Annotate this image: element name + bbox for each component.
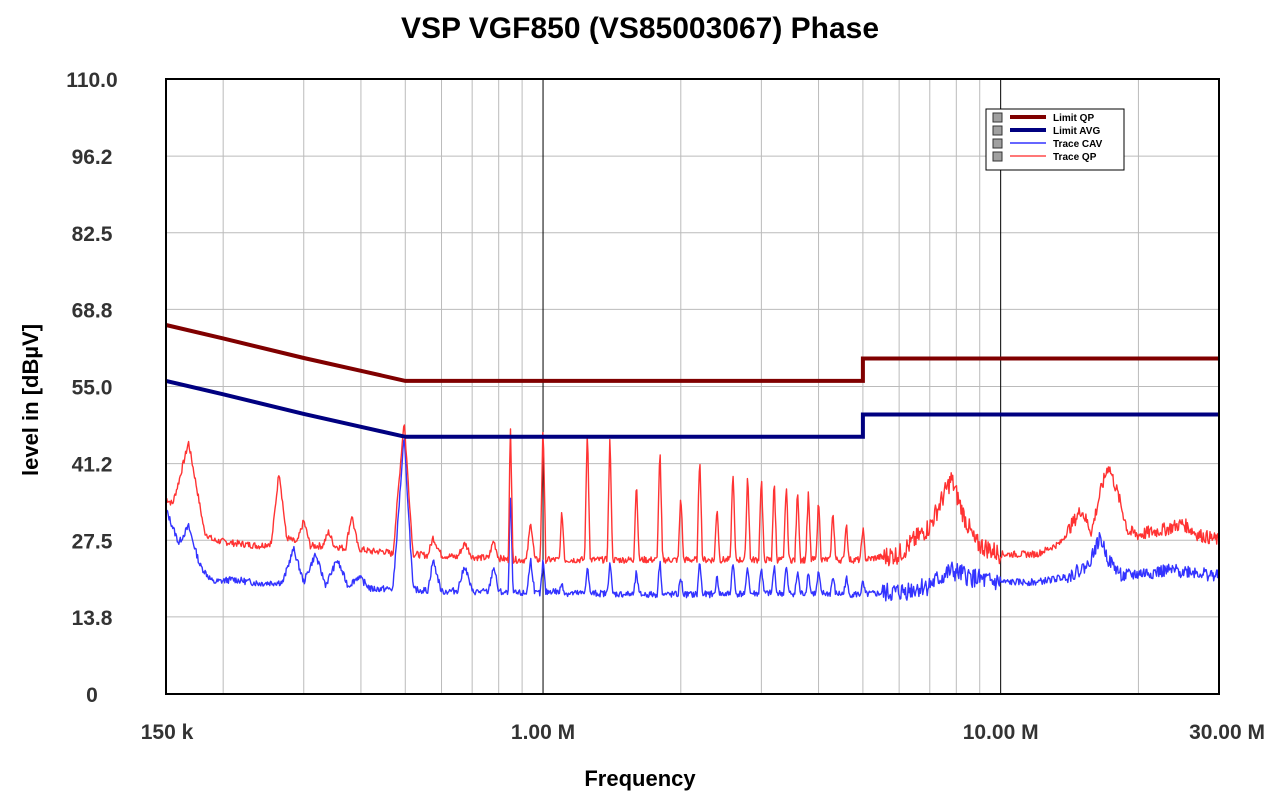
series-limit-avg — [165, 378, 1219, 439]
legend: Limit QP Limit AVG Trace CAV Trace QP — [985, 108, 1125, 171]
y-tick-label-1: 13.8 — [72, 607, 113, 630]
x-tick-labels: 150 k 1.00 M 10.00 M 30.00 M — [141, 721, 1265, 744]
legend-toggle-trace-qp[interactable] — [992, 151, 1003, 162]
x-tick-label-1: 1.00 M — [511, 721, 575, 744]
y-tick-label-3: 41.2 — [72, 454, 113, 477]
x-tick-label-0: 150 k — [141, 721, 194, 744]
x-tick-label-2: 10.00 M — [963, 721, 1039, 744]
y-tick-label-0: 0 — [86, 684, 98, 707]
grid — [166, 78, 1219, 695]
series-limit-qp — [165, 323, 1219, 383]
legend-label-limit-qp: Limit QP — [1053, 113, 1094, 124]
legend-box — [985, 108, 1125, 171]
series-trace-cav — [165, 438, 1220, 602]
y-tick-label-8: 110.0 — [66, 69, 117, 92]
legend-label-limit-avg: Limit AVG — [1053, 126, 1100, 137]
x-axis-label: Frequency — [584, 766, 696, 791]
plot-frame — [165, 78, 1220, 695]
series-layer — [165, 323, 1220, 602]
y-tick-label-2: 27.5 — [72, 530, 113, 553]
legend-toggle-limit-qp[interactable] — [992, 112, 1003, 123]
legend-toggle-trace-cav[interactable] — [992, 138, 1003, 149]
legend-label-trace-cav: Trace CAV — [1053, 139, 1103, 150]
series-trace-qp — [165, 424, 1220, 567]
y-tick-label-5: 68.8 — [72, 299, 113, 322]
y-tick-label-4: 55.0 — [72, 377, 113, 400]
y-tick-label-6: 82.5 — [72, 223, 113, 246]
x-tick-label-3: 30.00 M — [1189, 721, 1265, 744]
y-axis-label: level in [dBµV] — [18, 324, 43, 476]
legend-label-trace-qp: Trace QP — [1053, 152, 1097, 163]
y-tick-labels: 0 13.8 27.5 41.2 55.0 68.8 82.5 96.2 110.0 — [66, 69, 117, 707]
y-tick-label-7: 96.2 — [72, 146, 113, 169]
legend-toggle-limit-avg[interactable] — [992, 125, 1003, 136]
chart-title: VSP VGF850 (VS85003067) Phase — [401, 12, 879, 45]
